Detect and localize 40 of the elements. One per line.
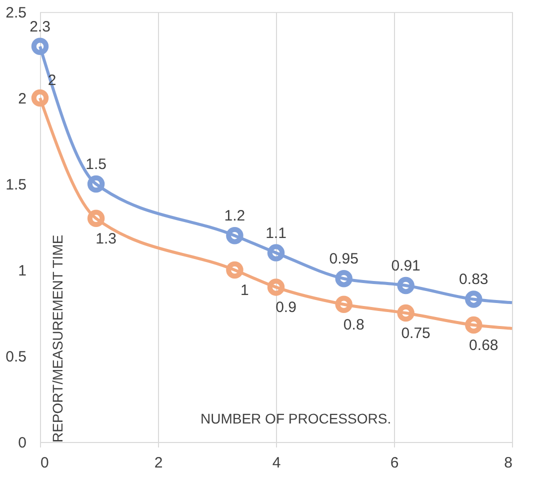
point — [226, 226, 244, 244]
y-tick-label: 0 — [18, 434, 26, 452]
y-tick-label: 1.5 — [6, 176, 26, 194]
data-label: 0.75 — [401, 325, 430, 342]
y-tick-label: 1 — [18, 262, 26, 280]
point — [397, 304, 414, 322]
data-label: 0.95 — [329, 250, 358, 268]
point — [226, 261, 244, 279]
point — [267, 244, 285, 262]
point — [335, 296, 352, 314]
point — [465, 316, 482, 334]
data-label: 0.68 — [469, 337, 498, 354]
point — [31, 38, 49, 56]
point — [335, 270, 352, 288]
data-label: 0.91 — [391, 257, 420, 274]
data-label: 1.5 — [86, 156, 106, 173]
point — [87, 175, 105, 193]
point — [465, 290, 482, 308]
data-label: 1.2 — [224, 208, 246, 225]
y-tick-label: 2 — [18, 90, 26, 108]
data-label: 1 — [240, 282, 249, 299]
x-axis-title: NUMBER OF PROCESSORS. — [200, 410, 392, 426]
point — [31, 89, 49, 107]
point — [397, 276, 414, 294]
point — [267, 278, 285, 296]
x-tick-label: 0 — [40, 454, 49, 472]
y-tick-label: 2.5 — [6, 4, 26, 22]
x-tick-label: 8 — [504, 454, 512, 472]
x-tick-label: 6 — [390, 454, 399, 472]
y-tick-label: 0.5 — [6, 348, 26, 366]
data-label: 1.3 — [96, 230, 116, 248]
data-label: 0.9 — [276, 299, 296, 316]
y-axis-title: REPORT/MEASUREMENT TIME — [50, 234, 66, 442]
data-label: 2.3 — [30, 18, 50, 36]
data-label: 1.1 — [266, 224, 286, 242]
data-label: 0.83 — [459, 271, 488, 288]
point — [87, 210, 105, 228]
x-tick-label: 4 — [272, 454, 281, 472]
data-label: 0.8 — [343, 316, 364, 334]
x-tick-label: 2 — [154, 454, 163, 472]
